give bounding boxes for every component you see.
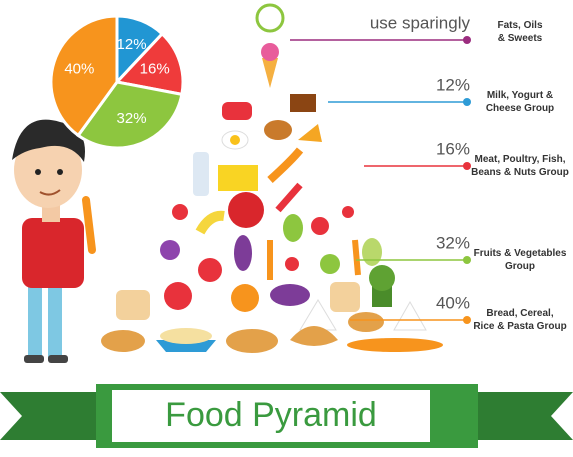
slice-label: 40% xyxy=(64,61,94,78)
group-label: & Sweets xyxy=(498,33,543,44)
levels: use sparingly Fats, Oils & Sweets 12% Milk, … xyxy=(290,13,569,332)
pie-slice xyxy=(49,14,119,138)
group-label: Cheese Group xyxy=(486,103,554,114)
amount: use sparingly xyxy=(370,13,471,32)
pie-chart: 12% 16% 32% 40% xyxy=(49,14,185,150)
amount: 16% xyxy=(436,139,470,158)
leader-dot xyxy=(463,36,471,44)
leader-dot xyxy=(463,162,471,170)
leader-dot xyxy=(463,256,471,264)
group-label: Milk, Yogurt & xyxy=(487,90,553,101)
leader-dot xyxy=(463,98,471,106)
slice-label: 12% xyxy=(117,36,147,53)
slice-label: 32% xyxy=(117,110,147,127)
pie-slice xyxy=(114,31,185,97)
group-label: Rice & Pasta Group xyxy=(473,321,566,332)
slice-label: 16% xyxy=(140,61,170,78)
group-label: Meat, Poultry, Fish, xyxy=(475,154,566,165)
pie-slice xyxy=(76,80,184,150)
amount: 12% xyxy=(436,75,470,94)
amount: 32% xyxy=(436,233,470,252)
group-label: Fruits & Vegetables xyxy=(474,248,567,259)
group-label: Group xyxy=(505,261,535,272)
food-illustrations xyxy=(101,3,443,353)
banner xyxy=(0,384,573,448)
amount: 40% xyxy=(436,293,470,312)
boy xyxy=(12,119,96,363)
group-label: Bread, Cereal, xyxy=(486,308,553,319)
leader-dot xyxy=(463,316,471,324)
group-label: Beans & Nuts Group xyxy=(471,167,569,178)
title: Food Pyramid xyxy=(165,396,377,434)
group-label: Fats, Oils xyxy=(497,20,542,31)
